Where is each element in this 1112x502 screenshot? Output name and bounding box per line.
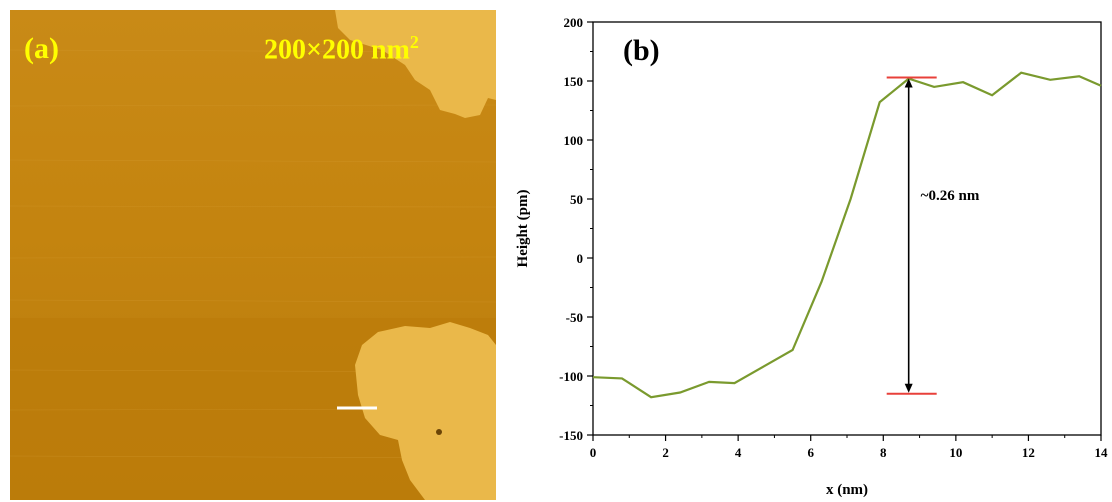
x-tick-label: 4: [735, 445, 742, 460]
y-tick-label: 100: [564, 133, 584, 148]
plot-frame: [592, 21, 1102, 436]
x-axis-label: x (nm): [826, 482, 868, 498]
series-line: [592, 71, 1102, 399]
panel-a-label: (a): [24, 32, 59, 65]
x-tick-label: 14: [1095, 445, 1109, 460]
panel-b-label: (b): [623, 34, 660, 67]
step-height-label: ~0.26 nm: [921, 188, 980, 204]
height-profile-chart: 0 2 4 6 8 10 12 14 -150 -100 -50 0 50 100 150 200 (b) x…: [515, 15, 1108, 498]
x-tick-label: 10: [949, 445, 962, 460]
x-tick-label: 12: [1022, 445, 1035, 460]
afm-topography-image: [10, 10, 496, 500]
y-tick-label: -50: [566, 310, 583, 325]
y-axis-label: Height (pm): [515, 190, 531, 268]
afm-image-panel: (a) 200×200 nm2: [10, 10, 496, 500]
scan-size-label: 200×200 nm2: [264, 32, 419, 66]
x-tick-label: 0: [590, 445, 597, 460]
afm-island-bottom: [355, 322, 496, 500]
y-tick-label: 150: [564, 74, 584, 89]
y-tick-label: 200: [564, 15, 584, 30]
axis-ticks: 0 2 4 6 8 10 12 14 -150 -100 -50 0 50 100 150 200: [559, 15, 1108, 460]
y-tick-label: 50: [570, 192, 583, 207]
y-tick-label: -100: [559, 369, 583, 384]
x-tick-label: 2: [662, 445, 669, 460]
afm-defect-spot: [436, 429, 442, 435]
y-tick-label: -150: [559, 428, 583, 443]
x-tick-label: 6: [807, 445, 814, 460]
y-tick-label: 0: [577, 251, 584, 266]
step-height-annotation: [886, 76, 937, 395]
x-tick-label: 8: [880, 445, 887, 460]
arrow-head-down: [904, 383, 913, 393]
data-points: [592, 72, 1102, 398]
afm-island-top: [335, 10, 496, 118]
arrow-head-up: [904, 78, 913, 88]
